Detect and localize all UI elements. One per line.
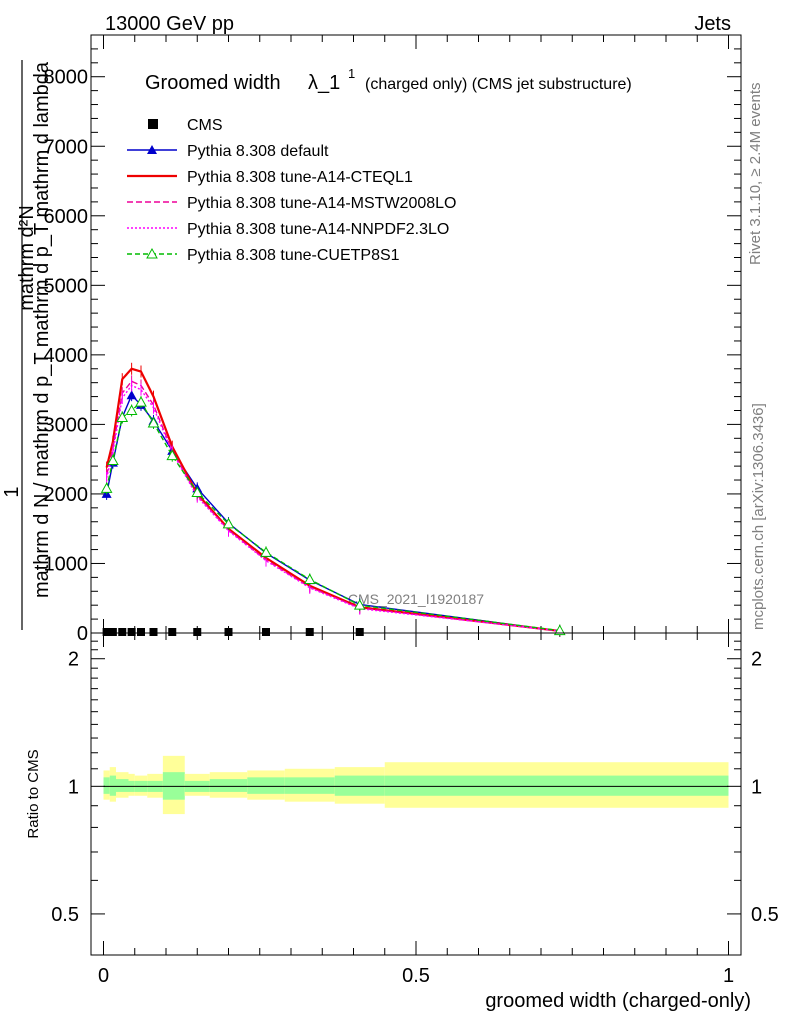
- cms-data-point: [108, 628, 117, 636]
- main-panel: 0 1000 2000 3000 4000 5000 6000 7000 8000 CMS_20…: [1, 34, 742, 645]
- jets-label: Jets: [694, 13, 731, 35]
- ratio-x-ticks: 0 0.5 1: [98, 633, 734, 987]
- series-point-open-triangle: [260, 546, 272, 557]
- ratio-band-inner: [103, 777, 110, 794]
- ratio-y-tick-label: 1: [68, 776, 79, 798]
- y-tick-label: 7000: [44, 136, 89, 158]
- legend-label: Pythia 8.308 default: [187, 143, 329, 160]
- series-point-triangle: [126, 390, 137, 400]
- y-tick-label: 3000: [44, 414, 89, 436]
- cms-data-point: [127, 628, 136, 636]
- y-tick-label: 5000: [44, 275, 89, 297]
- ratio-y-label: Ratio to CMS: [25, 749, 42, 838]
- y-label-one: 1: [1, 486, 23, 497]
- series-point-open-triangle: [222, 517, 235, 529]
- series-point-open-triangle: [107, 454, 119, 466]
- title-symbol: λ_1: [308, 72, 340, 94]
- ratio-y-tick-label-right: 2: [751, 649, 762, 671]
- main-y-ticks: 0 1000 2000 3000 4000 5000 6000 7000 8000: [44, 34, 741, 645]
- analysis-watermark: CMS_2021_I1920187: [348, 591, 484, 607]
- cms-data-point: [355, 628, 364, 636]
- ratio-band-inner: [384, 775, 729, 796]
- ratio-y-tick-label: 0.5: [51, 904, 79, 926]
- cms-data-point: [137, 628, 145, 636]
- series-point-open-triangle: [147, 416, 160, 428]
- ratio-bands: [103, 755, 729, 815]
- ratio-band-inner: [247, 777, 285, 794]
- ratio-y-ticks: 0.5 0.5 1 1 2 2: [51, 640, 779, 926]
- series-point-open-triangle: [553, 624, 566, 636]
- x-tick-label: 1: [723, 965, 734, 987]
- energy-label: 13000 GeV pp: [105, 13, 234, 35]
- y-tick-label: 2000: [44, 484, 89, 506]
- ratio-panel: 0.5 0.51 12 2 0 0.5 1 Ratio to CMS groomed wi…: [25, 632, 779, 1012]
- x-tick-label: 0: [98, 965, 109, 987]
- title-subtitle: (charged only) (CMS jet substructure): [365, 76, 632, 93]
- main-y-axis-label: mathrm d²N 1 mathrm d N / mathrm d p_T m…: [1, 60, 53, 630]
- series-point-open-triangle: [116, 411, 129, 422]
- ratio-band-inner: [334, 775, 385, 796]
- ratio-y-tick-label-right: 1: [751, 776, 762, 798]
- legend-label: Pythia 8.308 tune-A14-MSTW2008LO: [187, 195, 456, 212]
- series-line: [105, 384, 560, 632]
- y-label-denominator: mathrm d N / mathrm d p_T mathrm d p_T m…: [31, 61, 53, 598]
- ratio-band-inner: [116, 779, 129, 792]
- ratio-band-inner: [109, 775, 116, 796]
- legend: CMS Pythia 8.308 default Pythia 8.308 tune…: [127, 117, 456, 264]
- series-point-open-triangle: [303, 573, 316, 584]
- series-point-open-triangle: [100, 482, 113, 493]
- legend-label: Pythia 8.308 tune-CUETP8S1: [187, 247, 400, 264]
- series-line: [105, 380, 560, 632]
- legend-marker-cms: [148, 119, 158, 129]
- y-tick-label: 6000: [44, 206, 89, 228]
- rivet-label: Rivet 3.1.10, ≥ 2.4M events: [747, 83, 764, 266]
- y-tick-label: 0: [77, 623, 88, 645]
- cms-data-point: [118, 628, 127, 636]
- series-point-open-triangle: [125, 404, 138, 415]
- ratio-band-inner: [284, 777, 335, 794]
- cms-data-point: [168, 628, 177, 636]
- series-point-open-triangle: [135, 396, 147, 407]
- x-axis-label: groomed width (charged-only): [485, 990, 751, 1012]
- cms-data-point: [102, 628, 111, 636]
- main-series: [100, 362, 566, 637]
- ratio-y-tick-label-right: 0.5: [751, 904, 779, 926]
- y-tick-label: 1000: [44, 553, 89, 575]
- legend-label: Pythia 8.308 tune-A14-CTEQL1: [187, 169, 413, 186]
- cms-data-point: [193, 628, 202, 636]
- title-main: Groomed width: [145, 72, 281, 94]
- mcplots-label: mcplots.cern.ch [arXiv:1306.3436]: [750, 403, 767, 630]
- ratio-y-tick-label: 2: [68, 649, 79, 671]
- series-point-open-triangle: [353, 599, 366, 610]
- y-tick-label: 4000: [44, 345, 89, 367]
- x-tick-label: 0.5: [402, 965, 430, 987]
- cms-data-point: [224, 628, 233, 636]
- legend-marker-open-triangle: [146, 247, 158, 259]
- cms-data-point: [262, 628, 270, 636]
- legend-label: Pythia 8.308 tune-A14-NNPDF2.3LO: [187, 221, 449, 238]
- plot-title: Groomed width λ_1 1 (charged only) (CMS …: [145, 66, 632, 94]
- title-superscript: 1: [348, 66, 355, 81]
- y-tick-label: 8000: [44, 67, 89, 89]
- legend-label: CMS: [187, 117, 223, 134]
- series-point-open-triangle: [191, 486, 204, 498]
- ratio-band-inner: [209, 779, 248, 792]
- legend-marker-triangle: [147, 145, 157, 154]
- cms-data-point: [149, 628, 158, 636]
- series-point-open-triangle: [166, 449, 179, 461]
- cms-data-point: [305, 628, 314, 636]
